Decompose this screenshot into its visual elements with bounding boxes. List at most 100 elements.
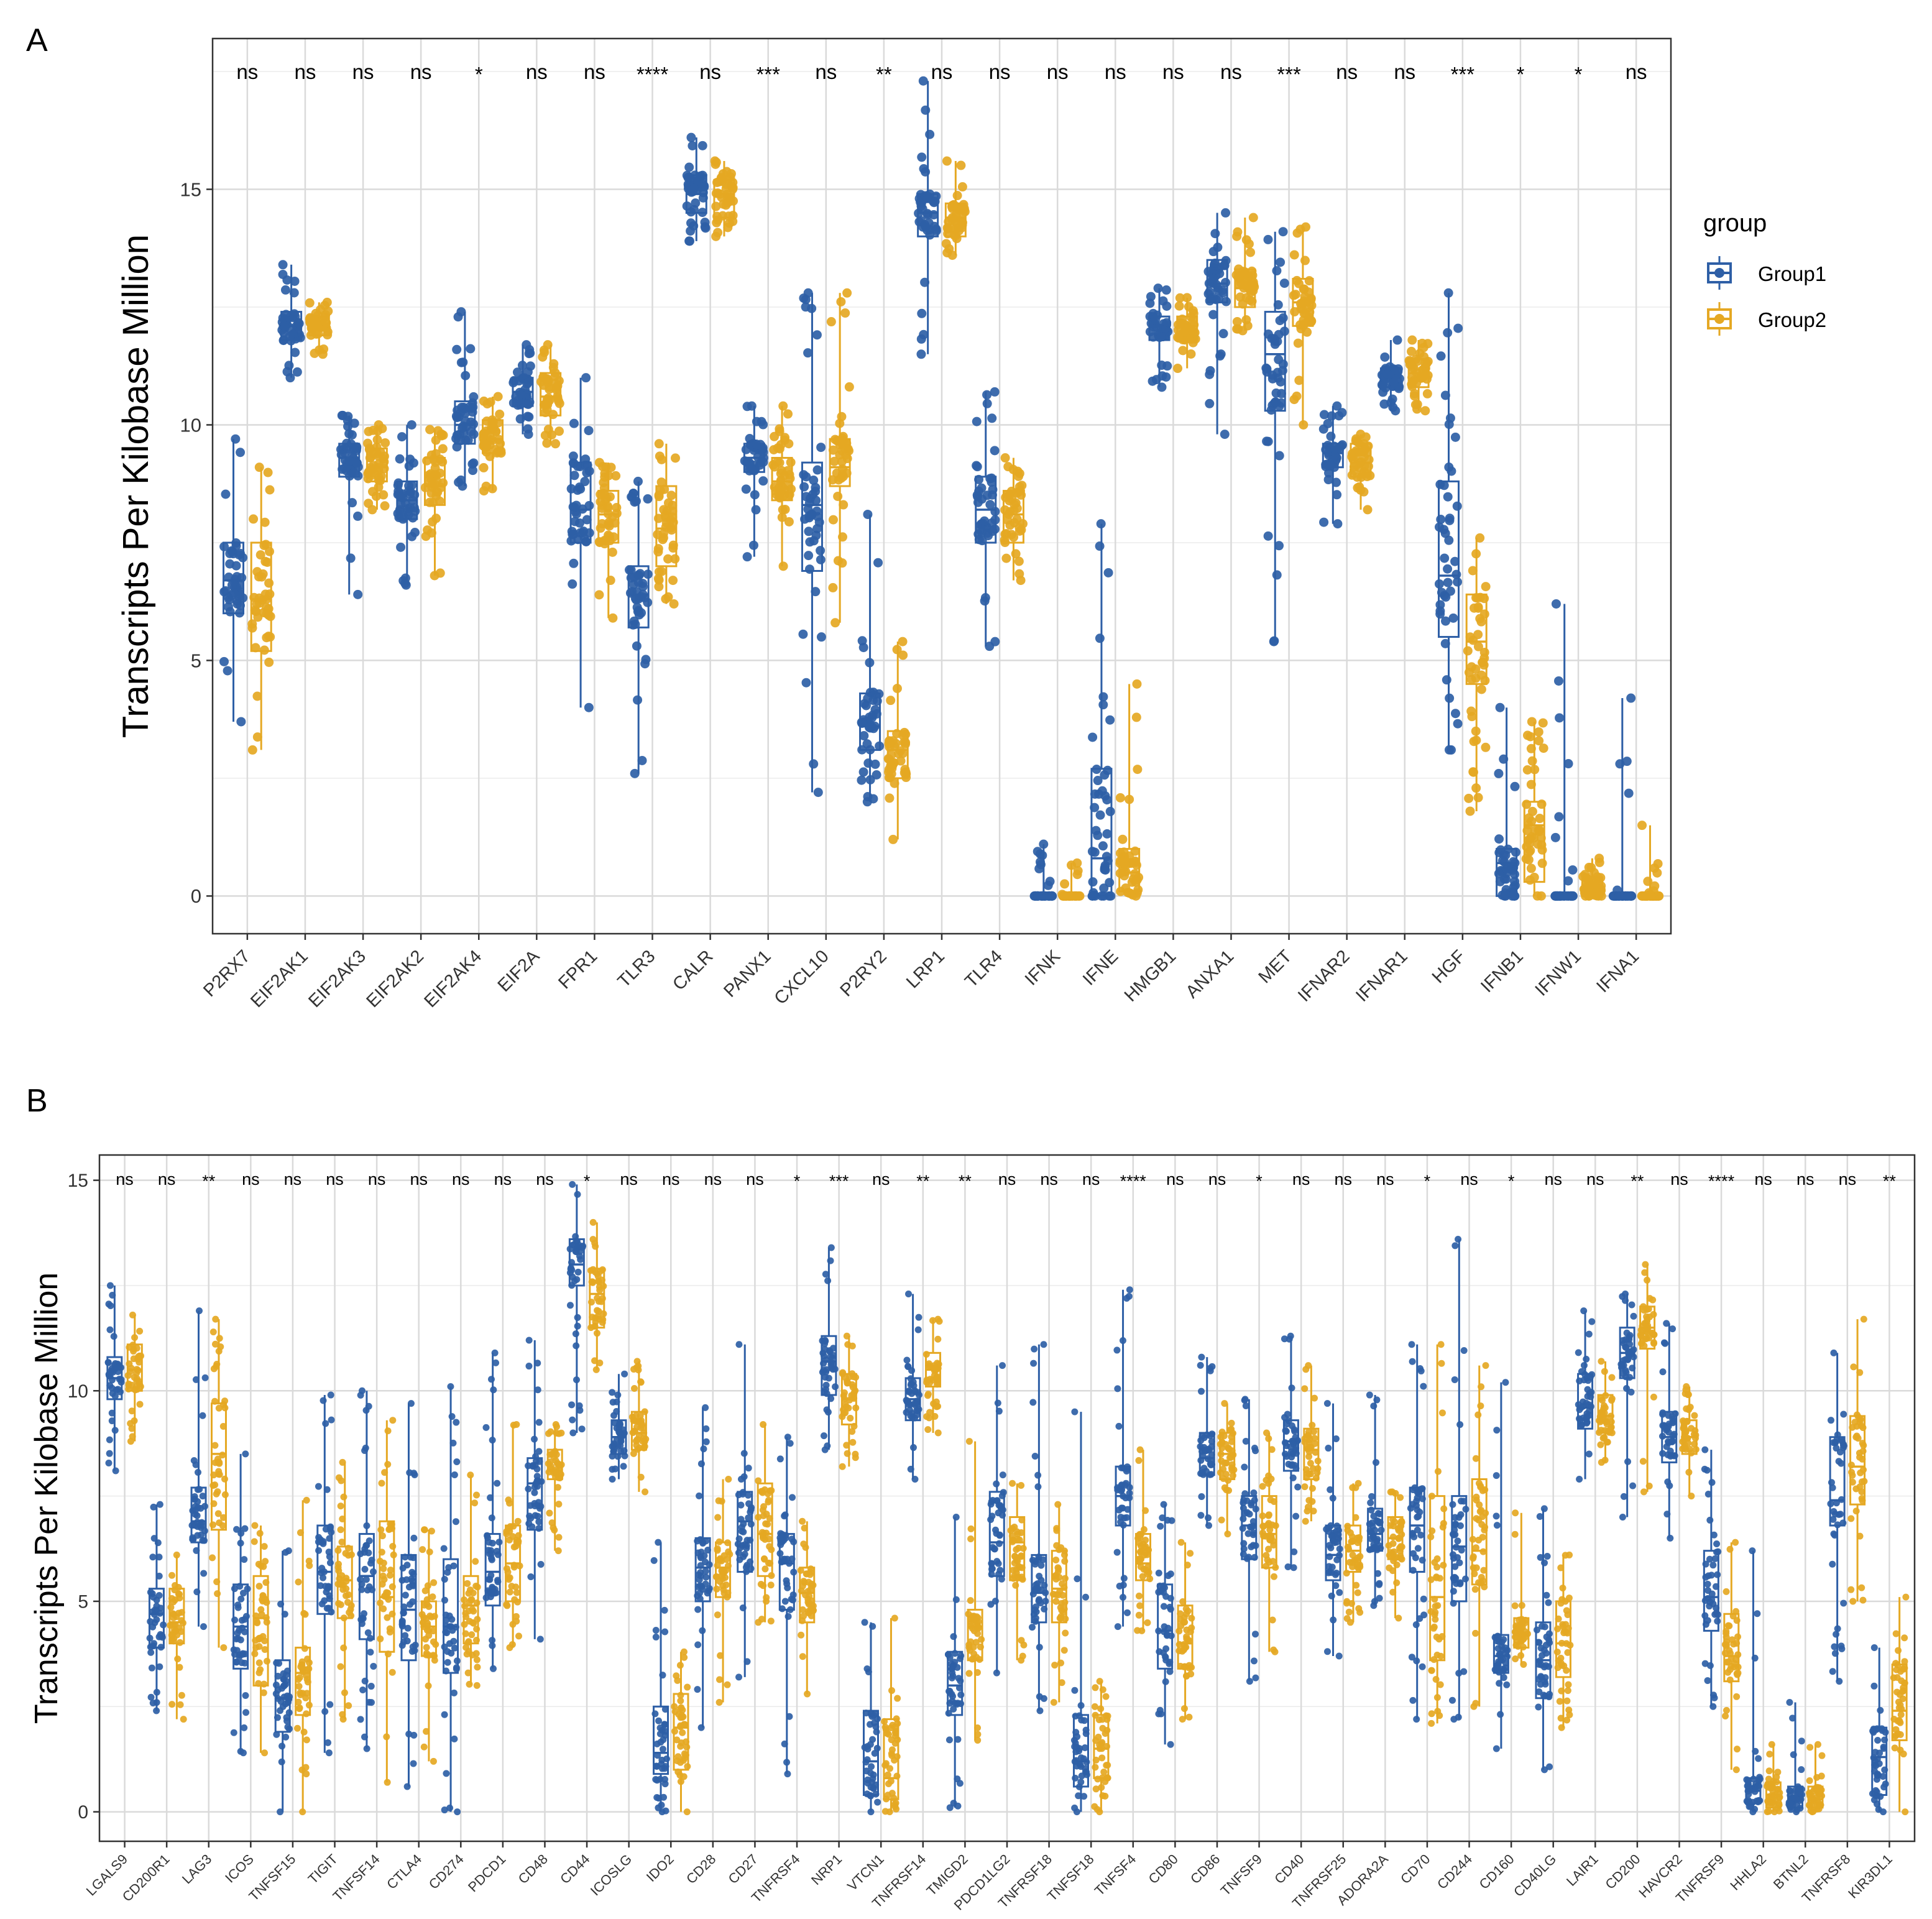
panel-a-hgf-group2-point — [1469, 603, 1479, 613]
panel-a-eif2a-group1-point — [514, 376, 524, 386]
panel-b-cd48-group1-point — [527, 1514, 535, 1522]
panel-a-xtick-label-ifnar2: IFNAR2 — [1294, 946, 1354, 1006]
panel-a-hgf-group2-point — [1468, 767, 1478, 777]
panel-b-tnfrsf4-group2-point — [800, 1540, 807, 1548]
panel-b-cd44-group2-point — [593, 1270, 600, 1277]
panel-a-eif2ak2-group1-point — [393, 509, 403, 518]
panel-a-eif2a-group1-point — [512, 367, 522, 377]
panel-a-lrp1-group1-point — [920, 277, 930, 287]
panel-a-ifnar2-group1-point — [1319, 410, 1329, 420]
panel-b-cd27-group2-point — [768, 1487, 775, 1494]
panel-b-cd48-group2-point — [553, 1429, 560, 1437]
panel-b-tnfsf18-group2-point — [1103, 1774, 1111, 1782]
panel-a-hgf-group1-point — [1439, 481, 1449, 490]
panel-b-tigit-group1-point — [326, 1559, 334, 1567]
panel-b-cd48-group2-point — [557, 1471, 564, 1478]
panel-a-ifnar2-group1-point — [1323, 475, 1333, 485]
panel-b-icos-group1-point — [241, 1724, 248, 1731]
panel-a-eif2ak2-group1-point — [395, 454, 405, 464]
panel-a-p2ry2-group2-point — [890, 778, 899, 788]
panel-b-cd44-group2-point — [594, 1307, 601, 1314]
panel-a-eif2a-group1-point — [525, 348, 535, 358]
panel-b-lag3-group2-point — [219, 1422, 227, 1430]
panel-a-p2ry2-group1-point — [857, 775, 867, 785]
panel-b-tnfsf4-group1-point — [1119, 1593, 1126, 1601]
panel-b-ido2-group1-point — [658, 1802, 665, 1809]
panel-b-ido2-group2-point — [680, 1648, 688, 1655]
panel-a-hgf-group1-point — [1452, 501, 1462, 511]
panel-a-y-axis-label: Transcripts Per Kilobase Million — [116, 234, 156, 738]
panel-b-icos-group1-point — [244, 1585, 251, 1593]
panel-b-pdcd1-group1-point — [489, 1437, 496, 1444]
panel-b-ido2-group1-point — [653, 1794, 661, 1802]
panel-b-cd48-group2-point — [553, 1466, 560, 1473]
panel-a-p2ry2-group1-point — [875, 741, 885, 751]
panel-b-tnfrsf4-group2-point — [803, 1570, 810, 1578]
panel-b-tnfsf18-group2-point — [1098, 1783, 1105, 1791]
panel-b-cd200r1-group1-point — [149, 1553, 157, 1561]
panel-b-cd200r1-group2-point — [174, 1655, 182, 1663]
panel-b-pdcd1-group2-point — [505, 1496, 512, 1504]
panel-a-xtick-label-ifnar1: IFNAR1 — [1352, 946, 1412, 1006]
panel-b-tnfrsf14-group1-point — [907, 1375, 914, 1383]
panel-b-nrp1-group2-point — [840, 1389, 848, 1397]
panel-a-anxa1-group1-point — [1209, 274, 1219, 284]
panel-a-ifnw1-group2-box — [1578, 854, 1606, 901]
panel-b-cd27-group2-point — [760, 1512, 767, 1519]
panel-b-tnfrsf14-group2-box — [922, 1315, 943, 1437]
panel-b-cd44-group2-point — [596, 1359, 604, 1366]
panel-b-tnfrsf18-group2-point — [1052, 1556, 1060, 1563]
panel-b-lag3-group2-point — [213, 1490, 220, 1498]
panel-a-ifne-group1-box — [1087, 519, 1116, 901]
panel-b-tnfrsf18-group2-point — [1062, 1629, 1069, 1637]
panel-b-tnfsf15-group1-point — [282, 1549, 289, 1556]
panel-a-tlr3-group1-point — [630, 768, 640, 778]
panel-a-calr-group2-box — [710, 156, 738, 241]
panel-b-tnfsf18-group2-box — [1091, 1678, 1111, 1816]
panel-b-cd28-group2-point — [715, 1538, 723, 1545]
panel-a-tlr4-group1-point — [982, 490, 992, 500]
panel-a-ifnb1-group1-point — [1494, 868, 1504, 878]
panel-b-cd44-group2-point — [597, 1298, 605, 1305]
panel-a-hgf-group1-point — [1450, 432, 1460, 442]
panel-a-xtick-label-ifne: IFNE — [1079, 946, 1122, 989]
panel-b-cd80-group2-point — [1188, 1624, 1195, 1632]
panel-a-eif2ak2-group1-point — [397, 432, 407, 442]
panel-a-hgf-group2-point — [1478, 658, 1488, 668]
panel-a-p2rx7-group2-point — [264, 657, 274, 667]
panel-b-tnfsf15-group1-point — [274, 1687, 282, 1694]
panel-a-hmgb1-group2-point — [1179, 327, 1189, 337]
panel-b-cd28-group1-point — [699, 1627, 706, 1634]
panel-a-fpr1-group1-point — [584, 426, 594, 436]
panel-a-panx1-group2-point — [773, 457, 783, 467]
panel-a-fpr1-group1-box — [566, 373, 594, 712]
panel-a-ifnar2-group1-point — [1332, 477, 1341, 487]
panel-a-ifnar2-group2-point — [1349, 462, 1359, 472]
panel-b-pdcd1-group1-box — [482, 1349, 503, 1672]
panel-a-p2ry2-group1-point — [857, 717, 867, 727]
panel-b-lag3-group1-point — [198, 1531, 205, 1539]
panel-a-anxa1-group2-point — [1248, 213, 1258, 223]
panel-b-lgals9-group1-point — [108, 1384, 116, 1392]
panel-b-cd80-group1-box — [1155, 1501, 1175, 1748]
panel-b-tnfsf14-group2-point — [385, 1526, 393, 1534]
panel-b-cd28-group1-point — [694, 1686, 701, 1693]
panel-b-cd200r1-group1-point — [149, 1623, 157, 1631]
panel-b-tmigd2-group2-point — [967, 1622, 975, 1630]
panel-b-cd27-group2-point — [755, 1477, 762, 1484]
panel-b-tnfsf4-group1-point — [1113, 1346, 1121, 1354]
panel-a-eif2ak3-group2-point — [374, 482, 384, 492]
panel-a-hgf-group1-point — [1450, 709, 1460, 719]
panel-a-xtick-label-cxcl10: CXCL10 — [771, 946, 833, 1008]
panel-b-ctla4-group1-point — [398, 1642, 406, 1649]
panel-b-cd27-group2-point — [763, 1598, 770, 1605]
panel-b-tmigd2-group1-point — [954, 1736, 962, 1743]
panel-a-met-group1-point — [1271, 388, 1281, 398]
panel-b-icos-group1-point — [241, 1556, 248, 1563]
panel-b-tigit-group1-point — [320, 1397, 327, 1404]
panel-a-ifnar2-group1-point — [1337, 440, 1347, 450]
panel-b-tnfrsf4-group1-point — [784, 1584, 791, 1591]
panel-b-tnfrsf14-group2-point — [930, 1400, 937, 1407]
panel-b-icoslg-group1-point — [609, 1389, 616, 1396]
